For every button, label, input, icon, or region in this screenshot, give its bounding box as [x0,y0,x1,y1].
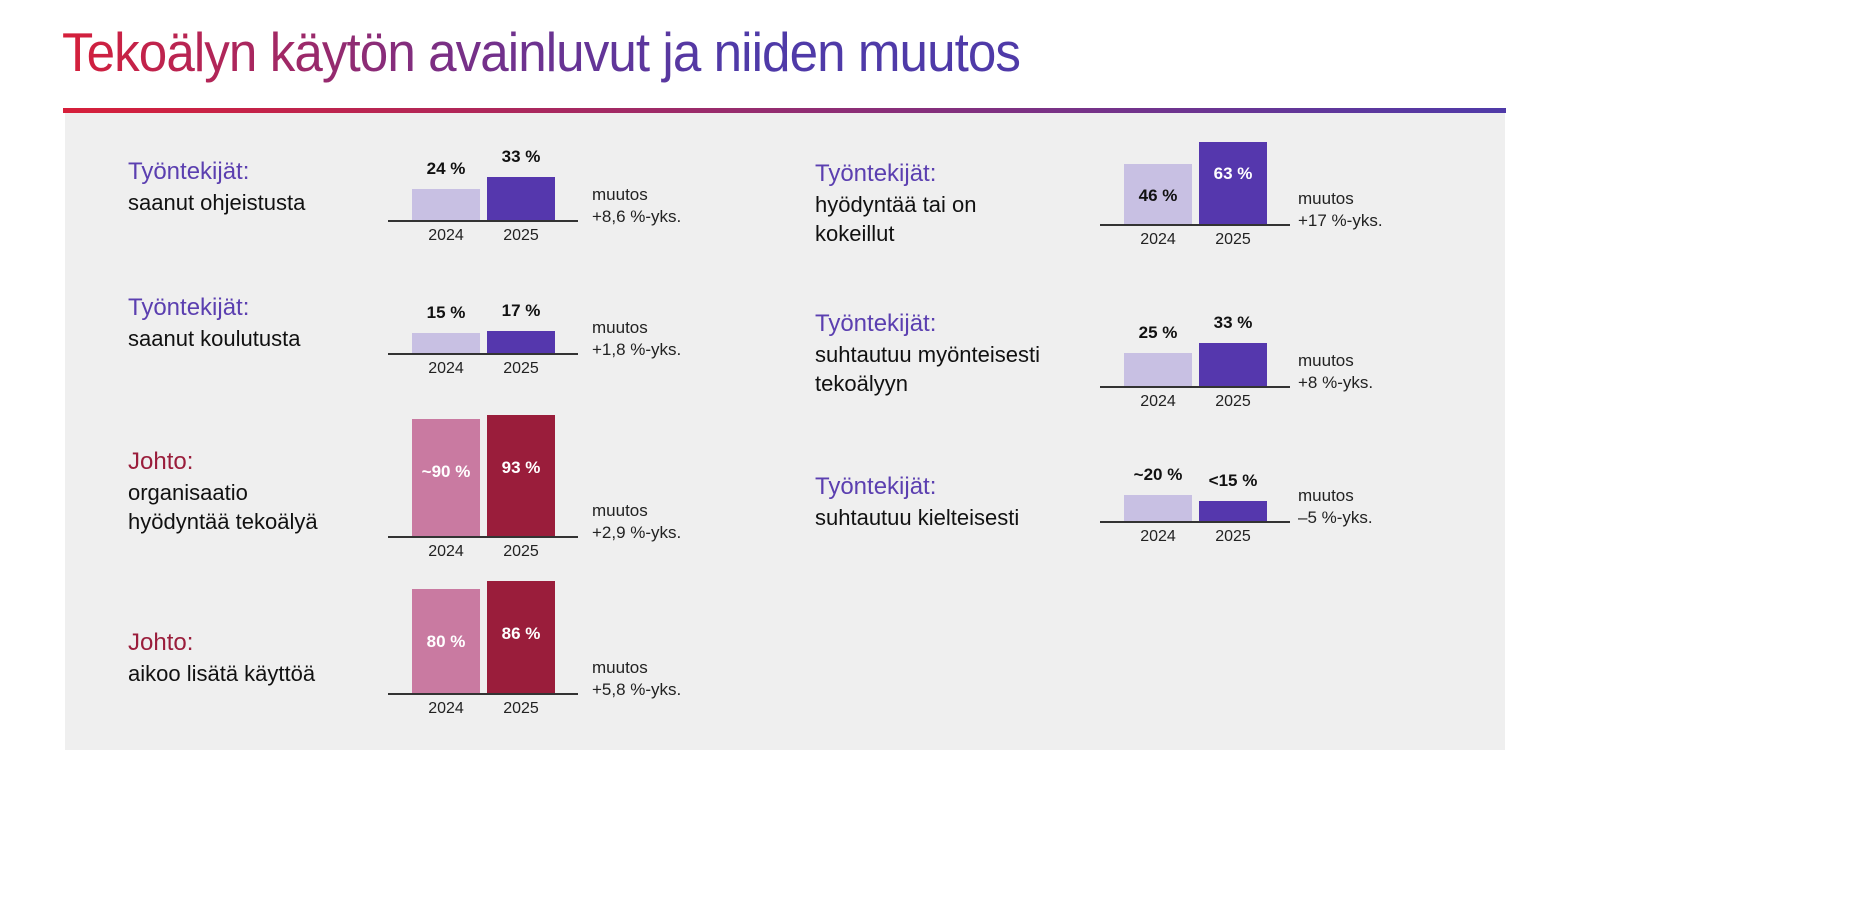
year-tick-label: 2024 [1140,528,1176,545]
change-label: +8 %-yks. [1298,373,1374,392]
year-tick-label: 2024 [428,227,464,244]
bar-2025 [487,331,555,353]
bar-value-label: 25 % [1138,323,1178,342]
change-label: +1,8 %-yks. [592,340,682,359]
change-label: +17 %-yks. [1298,211,1383,230]
bar-2024 [1124,495,1192,521]
year-tick-label: 2024 [1140,393,1176,410]
change-label: muutos [592,501,648,520]
chart-baseline [388,353,578,355]
bar-value-label: 33 % [1213,313,1253,332]
panel-subject-label: hyödyntää tai on [815,192,977,217]
chart-baseline [388,220,578,222]
change-label: +8,6 %-yks. [592,207,682,226]
year-tick-label: 2025 [1215,528,1251,545]
bar-value-label: 33 % [501,147,541,166]
panel-subject-label: suhtautuu myönteisesti [815,342,1041,367]
panel-group-label: Johto: [128,448,194,475]
panel-subject-label: hyödyntää tekoälyä [128,509,318,534]
change-label: +5,8 %-yks. [592,680,682,699]
bar-2025 [1199,343,1267,386]
year-tick-label: 2025 [1215,231,1251,248]
bar-value-label: <15 % [1208,471,1258,490]
bar-2024 [412,419,480,536]
bar-value-label: 24 % [426,159,466,178]
bar-2025 [487,581,555,693]
bar-2024 [1124,164,1192,224]
chart-baseline [1100,224,1290,226]
bar-2024 [412,589,480,693]
panel-subject-label: tekoälyyn [815,371,908,396]
panel-group-label: Työntekijät: [815,473,937,500]
bar-2025 [1199,501,1267,521]
panel-group-label: Työntekijät: [815,310,937,337]
bar-value-label: ~20 % [1133,465,1183,484]
year-tick-label: 2024 [428,543,464,560]
bar-2024 [412,333,480,353]
year-tick-label: 2025 [1215,393,1251,410]
bar-2025 [1199,142,1267,224]
panel-subject-label: saanut ohjeistusta [128,190,306,215]
year-tick-label: 2025 [503,543,539,560]
bar-2024 [1124,353,1192,386]
change-label: muutos [592,318,648,337]
bar-2025 [487,177,555,220]
year-tick-label: 2025 [503,700,539,717]
bar-2025 [487,415,555,536]
change-label: +2,9 %-yks. [592,523,682,542]
change-label: muutos [592,185,648,204]
bar-value-label: 93 % [501,458,541,477]
bar-2024 [412,189,480,220]
change-label: –5 %-yks. [1298,508,1373,527]
panel-subject-label: saanut koulutusta [128,326,301,351]
year-tick-label: 2025 [503,360,539,377]
bar-value-label: 17 % [501,301,541,320]
chart-baseline [1100,521,1290,523]
title-divider [63,108,1506,113]
year-tick-label: 2025 [503,227,539,244]
panel-group-label: Johto: [128,629,194,656]
bar-value-label: ~90 % [421,462,471,481]
bar-value-label: 86 % [501,624,541,643]
bar-value-label: 46 % [1138,186,1178,205]
panel-subject-label: organisaatio [128,480,248,505]
bar-value-label: 63 % [1213,164,1253,183]
change-label: muutos [1298,189,1354,208]
chart-baseline [388,536,578,538]
change-label: muutos [1298,486,1354,505]
year-tick-label: 2024 [428,700,464,717]
panel-subject-label: kokeillut [815,221,895,246]
page-title: Tekoälyn käytön avainluvut ja niiden muu… [62,21,1021,83]
panel-subject-label: suhtautuu kielteisesti [815,505,1020,530]
chart-baseline [1100,386,1290,388]
panel-group-label: Työntekijät: [128,158,250,185]
panel-group-label: Työntekijät: [128,294,250,321]
chart-baseline [388,693,578,695]
year-tick-label: 2024 [1140,231,1176,248]
panel-group-label: Työntekijät: [815,160,937,187]
change-label: muutos [1298,351,1354,370]
bar-value-label: 15 % [426,303,466,322]
change-label: muutos [592,658,648,677]
year-tick-label: 2024 [428,360,464,377]
bar-value-label: 80 % [426,632,466,651]
panel-subject-label: aikoo lisätä käyttöä [128,661,316,686]
